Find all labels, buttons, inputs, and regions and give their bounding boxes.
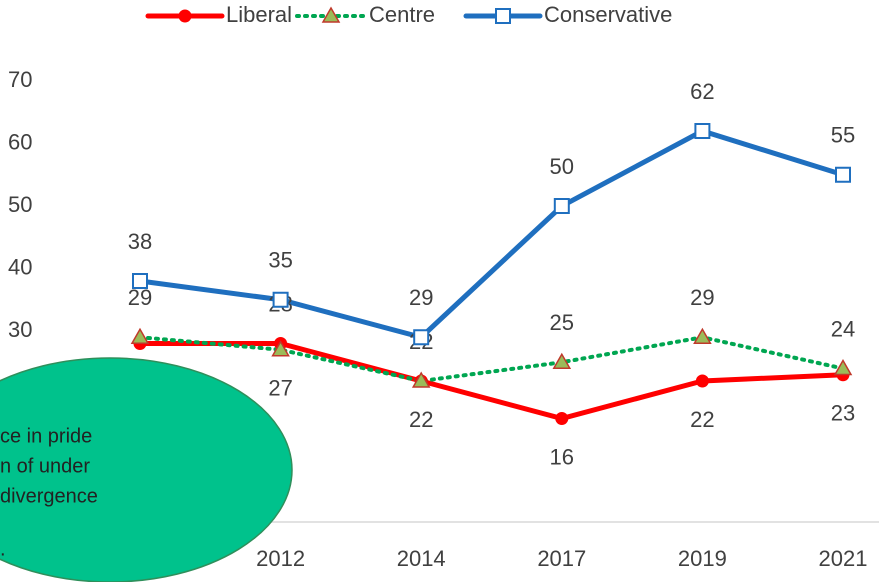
data-label: 55 [831,123,855,148]
legend-label: Centre [369,2,435,27]
y-tick-label: 60 [8,129,32,154]
data-label: 27 [268,376,292,401]
data-label: 24 [831,316,855,341]
marker [552,352,572,369]
marker [130,327,150,344]
data-label: 29 [690,285,714,310]
annotation-line: . [0,538,6,560]
x-tick-label: 2012 [256,546,305,571]
marker [495,8,511,24]
data-label: 29 [409,285,433,310]
marker [555,412,569,425]
series-line [137,128,846,341]
data-label: 38 [128,229,152,254]
x-tick-label: 2017 [537,546,586,571]
marker [132,273,148,289]
series-line [137,341,846,422]
annotation-line: n of under [0,455,90,477]
marker [695,374,709,388]
data-label: 25 [550,310,574,335]
marker [835,166,851,183]
annotation-line: divergence [0,485,98,507]
annotation-bubble [0,357,293,582]
marker [553,198,570,214]
marker [271,340,290,357]
marker [178,9,192,23]
data-label: 62 [690,79,714,104]
x-tick-label: 2019 [678,546,727,571]
series-line [138,335,845,384]
marker [272,291,289,308]
legend-label: Liberal [226,2,292,27]
data-label: 22 [690,407,714,432]
data-label: 29 [128,285,152,310]
legend-label: Conservative [544,2,672,27]
marker [413,329,430,346]
x-tick-label: 2021 [819,546,868,571]
data-label: 35 [268,248,292,273]
y-tick-label: 30 [8,317,32,342]
marker [411,371,431,388]
legend: Liberal Centre Conservative [145,2,672,27]
marker [693,327,712,344]
x-tick-label: 2014 [397,546,446,571]
y-tick-label: 40 [8,254,32,279]
y-tick-label: 50 [8,192,32,217]
data-label: 22 [409,407,433,432]
marker [321,6,341,23]
data-label: 23 [831,401,855,426]
marker [694,123,711,139]
y-tick-label: 70 [8,67,32,92]
data-label: 16 [550,444,574,469]
marker [833,358,853,376]
annotation-line: ce in pride [0,425,92,447]
data-label: 50 [550,154,574,179]
